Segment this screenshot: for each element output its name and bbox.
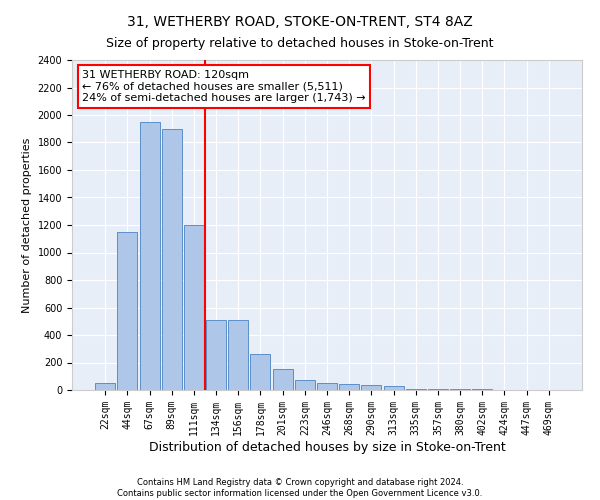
Bar <box>184 225 204 390</box>
Bar <box>295 380 315 390</box>
Bar <box>228 320 248 390</box>
X-axis label: Distribution of detached houses by size in Stoke-on-Trent: Distribution of detached houses by size … <box>149 440 505 454</box>
Bar <box>272 370 293 390</box>
Bar <box>140 122 160 390</box>
Bar <box>118 232 137 390</box>
Text: Contains HM Land Registry data © Crown copyright and database right 2024.
Contai: Contains HM Land Registry data © Crown c… <box>118 478 482 498</box>
Bar <box>95 383 115 390</box>
Bar <box>406 388 426 390</box>
Bar <box>339 384 359 390</box>
Text: 31 WETHERBY ROAD: 120sqm
← 76% of detached houses are smaller (5,511)
24% of sem: 31 WETHERBY ROAD: 120sqm ← 76% of detach… <box>82 70 366 103</box>
Bar <box>250 354 271 390</box>
Bar <box>317 383 337 390</box>
Y-axis label: Number of detached properties: Number of detached properties <box>22 138 32 312</box>
Bar <box>162 128 182 390</box>
Bar <box>206 320 226 390</box>
Bar <box>361 384 382 390</box>
Bar <box>428 388 448 390</box>
Text: 31, WETHERBY ROAD, STOKE-ON-TRENT, ST4 8AZ: 31, WETHERBY ROAD, STOKE-ON-TRENT, ST4 8… <box>127 15 473 29</box>
Bar <box>383 386 404 390</box>
Text: Size of property relative to detached houses in Stoke-on-Trent: Size of property relative to detached ho… <box>106 38 494 51</box>
